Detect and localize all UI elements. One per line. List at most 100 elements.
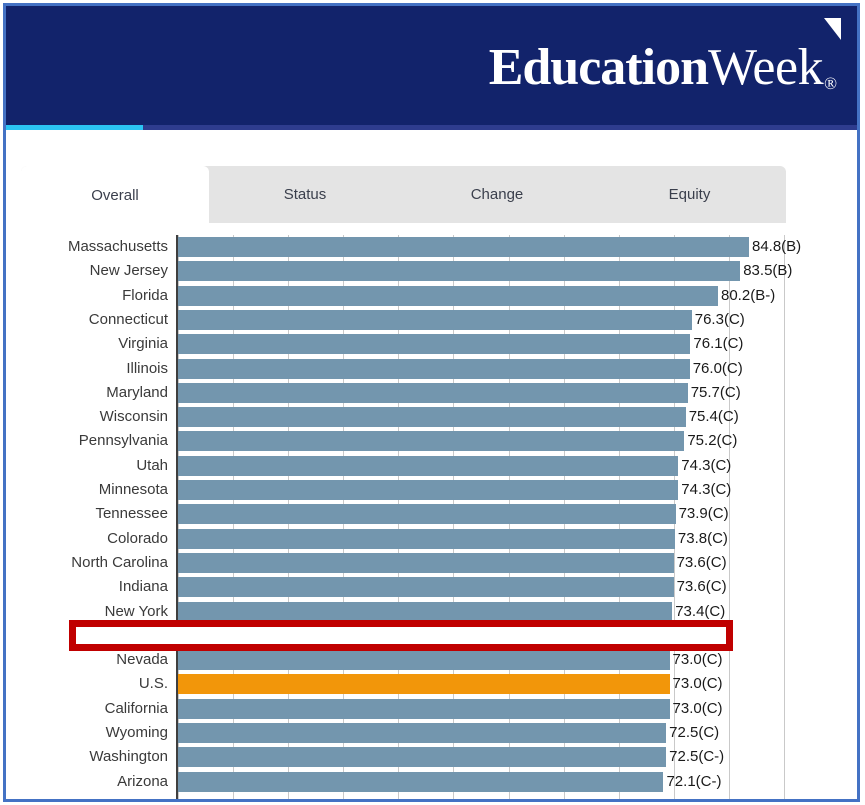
chart-row: Connecticut 76.3(C) [6, 308, 857, 332]
tab-change[interactable]: Change [470, 186, 524, 203]
row-label-connecticut: Connecticut [88, 310, 168, 328]
value-label: 76.0(C) [692, 359, 743, 377]
highlight-mask [76, 627, 726, 645]
value-label: 84.8(B) [751, 238, 802, 255]
bar-tennessee [178, 504, 676, 525]
row-label-wyoming: Wyoming [105, 724, 168, 741]
value-label: 83.5(B) [743, 262, 793, 280]
masthead: Education Week ® [6, 6, 857, 125]
bar-new-york [178, 601, 673, 622]
chart-row: Colorado 73.8(C) [6, 527, 857, 551]
row-label-nevada: Nevada [116, 651, 168, 669]
bar-arizona [178, 771, 664, 792]
value-label: 73.0(C) [672, 651, 723, 669]
report-frame: Education Week ® Overall Status Change Equ… [3, 3, 860, 802]
registered-trademark-icon: ® [824, 74, 837, 93]
accent-strip-cyan [6, 125, 143, 130]
chart-row: Utah 74.3(C) [6, 454, 857, 478]
value-label: 75.7(C) [690, 383, 741, 401]
row-label-california: California [104, 699, 168, 717]
value-label: 73.0(C) [672, 675, 723, 693]
chart-row: New York 73.4(C) [6, 600, 857, 624]
row-label-virginia: Virginia [118, 335, 168, 353]
chart-row: Pennsylvania 75.2(C) [6, 429, 857, 453]
chart-row: North Carolina 73.6(C) [6, 551, 857, 575]
state-grades-bar-chart: Massachusetts 84.8(B) New Jersey 83.5(B) Flo… [6, 235, 857, 802]
row-label-new-jersey: New Jersey [89, 262, 168, 280]
value-label: 73.9(C) [678, 505, 729, 523]
row-label-u-s: U.S. [138, 675, 168, 693]
chart-row: New Jersey 83.5(B) [6, 259, 857, 283]
bar-illinois [178, 358, 690, 379]
value-label: 72.5(C-) [669, 748, 725, 766]
education-week-logo: Education Week ® [489, 32, 837, 94]
chart-row: U.S. 73.0(C) [6, 672, 857, 696]
bar-virginia [178, 334, 691, 355]
row-label-illinois: Illinois [126, 359, 168, 377]
chart-row: Florida 80.2(B-) [6, 284, 857, 308]
chart-y-axis [176, 235, 178, 799]
row-label-indiana: Indiana [118, 578, 168, 596]
bar-connecticut [178, 309, 692, 330]
value-label: 73.0(C) [672, 699, 723, 717]
value-label: 75.2(C) [687, 432, 738, 450]
chart-row: Arizona 72.1(C-) [6, 770, 857, 794]
value-label: 76.3(C) [694, 310, 745, 328]
chart-row: Washington 72.5(C-) [6, 745, 857, 769]
logo-week-text: Week [708, 39, 824, 96]
value-label: 73.6(C) [676, 578, 727, 596]
bar-california [178, 698, 670, 719]
row-label-wisconsin: Wisconsin [99, 408, 168, 426]
row-label-florida: Florida [122, 286, 168, 304]
tab-status[interactable]: Status [283, 186, 327, 203]
row-label-washington: Washington [89, 748, 168, 766]
value-label: 73.8(C) [677, 529, 728, 547]
value-label: 76.1(C) [693, 335, 744, 353]
chart-row: Wyoming 72.5(C) [6, 721, 857, 745]
chart-row: Nevada 73.0(C) [6, 648, 857, 672]
value-label: 73.6(C) [676, 553, 727, 571]
row-label-maryland: Maryland [106, 383, 168, 401]
chart-row: Maryland 75.7(C) [6, 381, 857, 405]
chart-row: Virginia 76.1(C) [6, 332, 857, 356]
chart-row: Massachusetts 84.8(B) [6, 235, 857, 259]
chart-bottom-rule [6, 799, 857, 802]
value-label: 74.3(C) [681, 481, 732, 498]
accent-strip [6, 125, 857, 130]
bar-colorado [178, 528, 675, 549]
value-label: 80.2(B-) [721, 286, 776, 304]
value-label: 72.5(C) [669, 724, 720, 741]
chart-row: Minnesota 74.3(C) [6, 478, 857, 502]
gridline [784, 235, 785, 799]
value-label: 75.4(C) [688, 408, 739, 426]
row-label-massachusetts: Massachusetts [67, 238, 168, 255]
value-label: 74.3(C) [681, 456, 732, 474]
chart-row: Indiana 73.6(C) [6, 575, 857, 599]
bar-indiana [178, 577, 674, 598]
chart-row: California 73.0(C) [6, 697, 857, 721]
tab-overall[interactable]: Overall [21, 166, 209, 224]
row-label-arizona: Arizona [117, 772, 168, 790]
bar-massachusetts [178, 237, 749, 257]
tab-bar: Overall Status Change Equity [21, 166, 786, 224]
row-label-north-carolina: North Carolina [71, 553, 168, 571]
bar-utah [178, 455, 679, 476]
row-label-minnesota: Minnesota [98, 481, 168, 498]
row-label-tennessee: Tennessee [95, 505, 168, 523]
value-label: 73.4(C) [675, 602, 726, 620]
bar-north-carolina [178, 552, 674, 573]
gridline [729, 235, 730, 799]
value-label: 72.1(C-) [666, 772, 722, 790]
bar-minnesota [178, 480, 679, 500]
row-label-pennsylvania: Pennsylvania [78, 432, 168, 450]
chart-row: Wisconsin 75.4(C) [6, 405, 857, 429]
chart-row: Illinois 76.0(C) [6, 357, 857, 381]
chart-row: Tennessee 73.9(C) [6, 502, 857, 526]
bar-nevada [178, 650, 670, 671]
bar-maryland [178, 382, 688, 403]
tab-equity[interactable]: Equity [668, 186, 711, 203]
logo-flag-icon [824, 18, 841, 40]
logo-education-text: Education [488, 39, 709, 96]
bar-wisconsin [178, 407, 686, 428]
bar-new-jersey [178, 261, 741, 282]
